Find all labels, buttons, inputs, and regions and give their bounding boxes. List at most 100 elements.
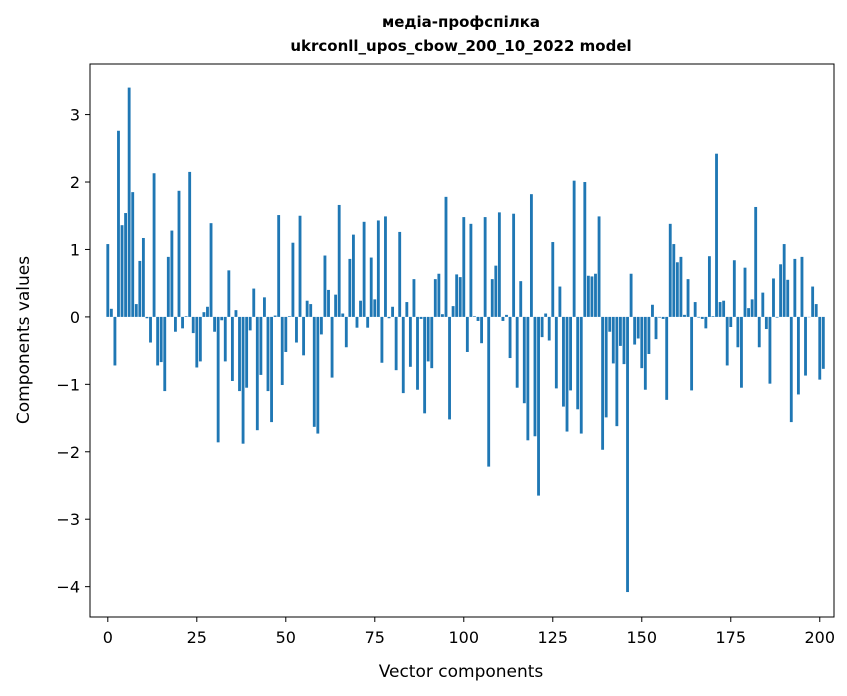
bar <box>462 217 466 317</box>
bar <box>177 190 181 317</box>
y-tick-label: 0 <box>70 308 80 327</box>
bar <box>355 316 359 328</box>
bar <box>230 316 234 381</box>
bar <box>138 260 142 317</box>
bar <box>437 273 441 317</box>
bar <box>775 316 779 318</box>
bar <box>643 316 647 390</box>
bar <box>640 316 644 369</box>
bar <box>757 316 761 348</box>
bar <box>152 173 156 317</box>
bar <box>170 230 174 317</box>
bar <box>608 316 612 332</box>
bar <box>522 316 526 404</box>
chart-title-line1: медіа-профспілка <box>382 13 540 31</box>
bar <box>665 316 669 400</box>
bar <box>159 316 163 363</box>
bar <box>206 306 209 317</box>
bar <box>672 244 676 317</box>
bar <box>697 316 701 318</box>
x-axis-ticks: 0 25 50 75 100 125 150 175 200 <box>103 617 835 647</box>
bar <box>398 231 402 317</box>
bar <box>234 310 238 317</box>
x-tick-label: 25 <box>187 628 207 647</box>
x-tick-label: 100 <box>449 628 480 647</box>
bar <box>647 316 651 354</box>
bar <box>220 316 224 321</box>
bar <box>722 300 726 317</box>
bar <box>348 258 352 317</box>
bar <box>291 242 295 317</box>
bar <box>569 316 572 391</box>
x-tick-label: 0 <box>103 628 113 647</box>
bar <box>156 316 160 366</box>
y-axis-ticks: −4 −3 −2 −1 0 1 2 3 <box>56 106 90 597</box>
bar <box>668 223 672 317</box>
bar <box>779 264 783 317</box>
bar <box>700 316 704 319</box>
bar <box>131 192 135 317</box>
bar <box>626 316 629 593</box>
bar <box>814 304 818 317</box>
bar <box>750 299 754 317</box>
bar <box>586 275 590 317</box>
y-tick-label: −2 <box>56 443 80 462</box>
bar <box>604 316 608 418</box>
bar <box>195 316 199 368</box>
bar <box>793 258 797 317</box>
x-axis-label: Vector components <box>379 662 544 682</box>
bar <box>117 130 120 317</box>
bar <box>704 316 708 329</box>
bar <box>266 316 270 392</box>
bar <box>772 278 775 317</box>
bar <box>786 279 790 317</box>
bar <box>683 314 686 317</box>
bar <box>323 255 327 317</box>
bar <box>465 316 469 352</box>
bar <box>302 316 306 356</box>
bar <box>615 316 619 427</box>
bar <box>430 316 434 369</box>
bar <box>544 313 548 317</box>
bar <box>554 316 558 389</box>
bar <box>761 292 765 317</box>
bar <box>675 262 679 317</box>
bar <box>166 256 170 317</box>
bar <box>483 217 487 317</box>
bar <box>109 308 113 317</box>
bar <box>384 216 387 317</box>
bar <box>287 316 291 317</box>
bar <box>707 256 711 317</box>
bar <box>426 316 430 362</box>
bar <box>818 316 822 380</box>
bar <box>419 316 423 319</box>
bar <box>732 260 736 317</box>
bar <box>754 206 758 317</box>
bar <box>565 316 569 432</box>
bar <box>576 316 580 410</box>
bar <box>711 316 715 317</box>
bar <box>804 316 807 376</box>
y-tick-label: −1 <box>56 375 80 394</box>
bar <box>373 299 377 317</box>
bar <box>408 316 412 367</box>
bar <box>405 302 409 317</box>
bar <box>174 316 177 332</box>
bar <box>191 316 195 334</box>
y-tick-label: 2 <box>70 173 80 192</box>
bar <box>163 316 167 392</box>
bar <box>661 316 665 319</box>
bar <box>551 242 555 317</box>
bars-group <box>106 87 825 593</box>
bar <box>412 279 416 317</box>
bar <box>334 294 338 317</box>
bar <box>572 180 576 317</box>
bar <box>316 316 320 434</box>
bar <box>715 153 718 317</box>
bar <box>743 267 747 317</box>
bar <box>441 314 444 317</box>
y-tick-label: −3 <box>56 510 80 529</box>
bar <box>526 316 530 441</box>
bar <box>202 312 206 317</box>
bar <box>145 316 149 319</box>
